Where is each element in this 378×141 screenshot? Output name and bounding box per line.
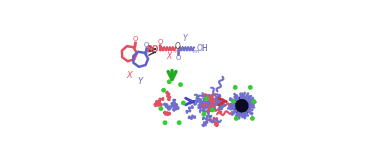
Circle shape	[159, 107, 163, 110]
Text: n: n	[175, 49, 179, 54]
Text: O: O	[175, 42, 180, 51]
Text: O: O	[158, 39, 163, 45]
Circle shape	[163, 121, 167, 124]
Text: X: X	[166, 52, 171, 61]
Text: Y: Y	[183, 34, 187, 43]
Text: Y: Y	[138, 77, 143, 86]
Circle shape	[232, 100, 235, 103]
Circle shape	[167, 80, 171, 83]
Text: m: m	[192, 49, 198, 54]
Text: O: O	[144, 42, 149, 48]
Circle shape	[234, 86, 237, 89]
Circle shape	[182, 101, 185, 105]
Text: X: X	[126, 70, 132, 80]
Text: RO: RO	[147, 45, 159, 54]
Circle shape	[202, 113, 206, 116]
Circle shape	[205, 97, 208, 100]
Text: H: H	[201, 44, 207, 53]
Circle shape	[179, 83, 182, 86]
Text: OH: OH	[196, 44, 208, 53]
Circle shape	[251, 117, 254, 120]
Circle shape	[252, 100, 256, 103]
Circle shape	[162, 89, 165, 92]
Circle shape	[234, 117, 238, 120]
Circle shape	[211, 108, 214, 112]
Text: O: O	[176, 55, 181, 61]
Circle shape	[233, 97, 251, 114]
Text: O: O	[133, 36, 138, 42]
Circle shape	[177, 121, 181, 124]
Circle shape	[249, 86, 252, 89]
